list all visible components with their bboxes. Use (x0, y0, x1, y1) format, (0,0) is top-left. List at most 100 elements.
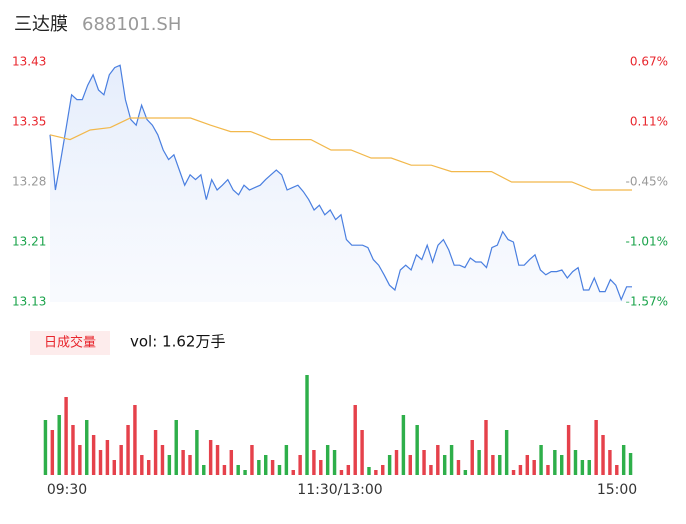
volume-bar (71, 425, 75, 475)
volume-bar (112, 460, 116, 475)
volume-bar (195, 430, 199, 475)
volume-bar (587, 460, 591, 475)
volume-bar (442, 455, 447, 475)
y2-tick-label: -1.01% (626, 235, 668, 249)
volume-bar (105, 440, 110, 475)
volume-bar (181, 450, 185, 475)
volume-bar (525, 455, 530, 475)
volume-bar (621, 445, 626, 475)
volume-bar (98, 450, 103, 475)
volume-bar (222, 465, 227, 475)
volume-bar (339, 470, 344, 475)
y2-tick-label: -0.45% (626, 175, 668, 189)
volume-bar (174, 420, 178, 475)
volume-bar (498, 455, 502, 475)
volume-bar (546, 465, 550, 475)
average-line (49, 117, 632, 191)
volume-bar (270, 460, 275, 475)
volume-bar (146, 460, 151, 475)
volume-bar (491, 455, 495, 475)
x-tick-label: 09:30 (47, 482, 87, 498)
volume-bar (319, 460, 323, 475)
stock-code: 688101.SH (82, 14, 181, 35)
volume-bar (608, 450, 612, 475)
volume-bar (360, 430, 364, 475)
volume-bar (601, 435, 605, 475)
price-line (49, 64, 632, 302)
volume-bar (539, 445, 543, 475)
y-tick-label: 13.28 (12, 175, 46, 189)
volume-bar (43, 420, 48, 475)
volume-bar (429, 465, 433, 475)
volume-bar (518, 465, 523, 475)
y-tick-label: 13.43 (12, 55, 46, 69)
volume-bar (346, 465, 351, 475)
volume-bar (298, 455, 302, 475)
volume-bar (243, 470, 247, 475)
volume-bar (422, 450, 426, 475)
volume-bar (257, 460, 261, 475)
volume-bar (573, 450, 578, 475)
volume-bar (504, 430, 509, 475)
volume-bar (394, 450, 399, 475)
volume-bar (470, 440, 474, 475)
volume-bar (215, 445, 220, 475)
volume-bar (78, 445, 82, 475)
volume-bar (50, 430, 55, 475)
volume-bar (477, 450, 481, 475)
volume-bar (484, 420, 488, 475)
x-tick-label: 11:30/13:00 (297, 482, 382, 498)
volume-bar (119, 445, 123, 475)
volume-title: 日成交量 (44, 335, 96, 351)
y2-tick-label: -1.57% (626, 295, 668, 309)
volume-bar (449, 445, 454, 475)
volume-bar (277, 465, 282, 475)
volume-bar (208, 440, 213, 475)
volume-bar (85, 420, 89, 475)
volume-bar (229, 450, 234, 475)
volume-bar (332, 450, 337, 475)
volume-bar (291, 470, 295, 475)
volume-bar (91, 435, 96, 475)
y-tick-label: 13.21 (12, 235, 46, 249)
volume-bar (374, 470, 378, 475)
volume-bar (401, 415, 406, 475)
volume-bar (566, 425, 571, 475)
y2-tick-label: 0.67% (630, 55, 668, 69)
volume-bar (64, 397, 68, 475)
volume-bar (250, 445, 254, 475)
volume-bar (167, 455, 172, 475)
volume-total: vol: 1.62万手 (130, 333, 225, 351)
volume-bar (628, 453, 633, 475)
volume-bar (312, 450, 316, 475)
volume-bar (126, 425, 130, 475)
volume-bar (353, 405, 357, 475)
volume-bar (560, 455, 564, 475)
volume-bar (133, 405, 137, 475)
volume-label-bg (30, 331, 110, 355)
volume-bar (387, 455, 392, 475)
volume-bar (594, 420, 598, 475)
volume-bar (532, 460, 536, 475)
x-tick-label: 15:00 (597, 482, 637, 498)
volume-bar (463, 470, 468, 475)
volume-bar (305, 375, 309, 475)
volume-bar (436, 445, 440, 475)
volume-bar (57, 415, 61, 475)
volume-bar (325, 445, 330, 475)
volume-bar (236, 465, 240, 475)
volume-bar (140, 455, 144, 475)
y-tick-label: 13.13 (12, 295, 46, 309)
volume-bar (511, 470, 516, 475)
volume-bar (456, 460, 461, 475)
volume-bar (415, 425, 419, 475)
volume-bar (408, 455, 412, 475)
volume-bar (202, 465, 206, 475)
volume-bar (188, 455, 192, 475)
y2-tick-label: 0.11% (630, 115, 668, 129)
volume-bar (381, 465, 385, 475)
price-area (50, 65, 632, 302)
y-tick-label: 13.35 (12, 115, 46, 129)
